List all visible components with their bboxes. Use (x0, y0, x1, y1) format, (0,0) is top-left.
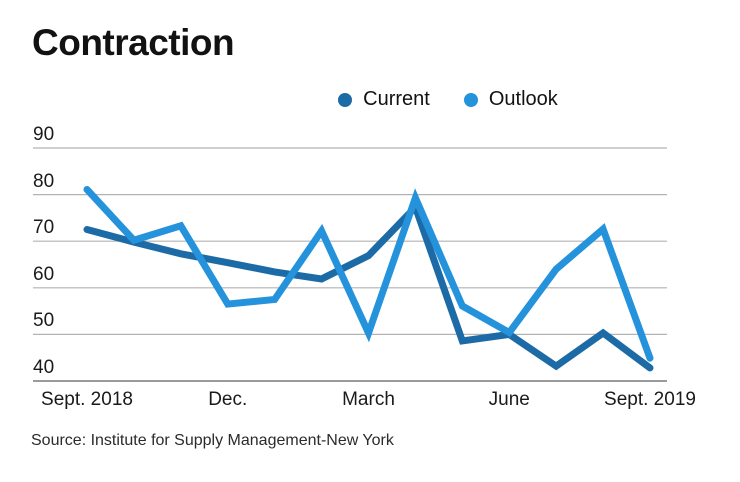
y-tick-label: 70 (33, 217, 55, 239)
legend-item-current: Current (338, 88, 430, 111)
y-tick-label: 40 (33, 357, 55, 378)
source-note: Source: Institute for Supply Management-… (31, 432, 394, 449)
x-tick-label: Sept. 2019 (604, 389, 696, 410)
y-tick-label: 90 (33, 124, 55, 145)
series-current-line (83, 200, 654, 372)
series-outlook-line (83, 185, 654, 362)
x-tick-label: March (342, 389, 395, 410)
chart-title: Contraction (32, 22, 235, 63)
chart-legend: Current Outlook (78, 88, 740, 111)
y-tick-label: 60 (33, 263, 55, 285)
y-tick-label: 50 (33, 310, 55, 332)
legend-item-outlook: Outlook (463, 88, 558, 111)
x-tick-label: June (488, 389, 530, 410)
legend-label-outlook: Outlook (488, 88, 558, 110)
legend-dot-outlook-icon (463, 92, 478, 107)
x-tick-label: Sept. 2018 (41, 389, 133, 410)
legend-dot-current-icon (338, 92, 353, 107)
x-tick-label: Dec. (208, 389, 248, 410)
y-tick-label: 80 (33, 170, 55, 192)
legend-label-current: Current (363, 88, 430, 110)
